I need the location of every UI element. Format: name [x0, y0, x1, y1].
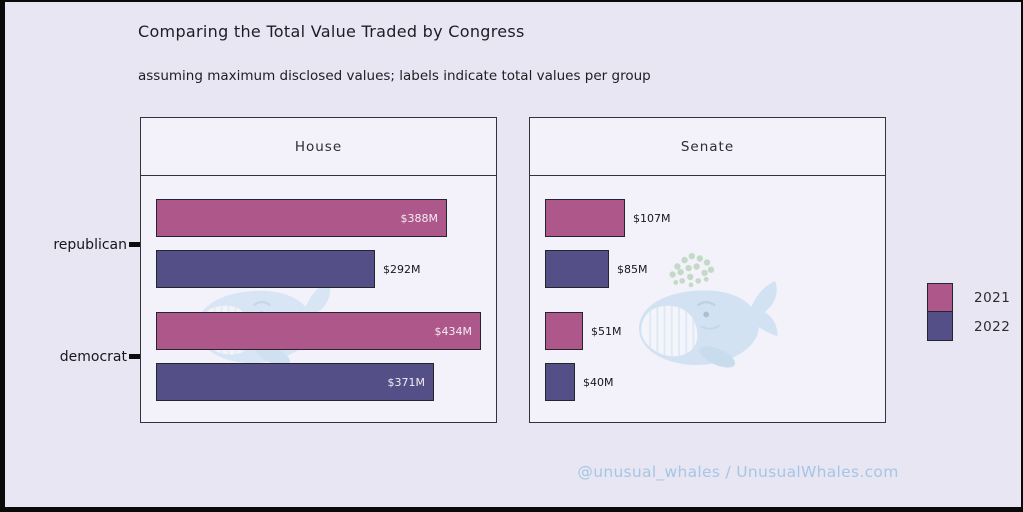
- bar-senate-republican-2022: $85M: [545, 250, 648, 288]
- bar-value-label: $40M: [583, 375, 614, 389]
- bar-value-label: $51M: [591, 324, 622, 338]
- legend-entry-2022: 2022: [927, 312, 1010, 341]
- y-tick-democrat: [129, 354, 143, 359]
- legend-entry-2021: 2021: [927, 283, 1010, 312]
- bar-senate-democrat-2021: $51M: [545, 312, 622, 350]
- attribution-text: @unusual_whales / UnusualWhales.com: [577, 463, 899, 481]
- chart-subtitle: assuming maximum disclosed values; label…: [138, 68, 651, 84]
- y-axis-label-democrat: democrat: [59, 349, 127, 365]
- legend-label-2021: 2021: [974, 289, 1011, 306]
- facet-panel-senate: Senate $107M $85M $51M $40M: [529, 117, 886, 423]
- bar-value-label: $371M: [387, 375, 426, 389]
- bar-value-label: $107M: [633, 211, 671, 225]
- bar-senate-republican-2021: $107M: [545, 199, 671, 237]
- legend-swatch-2021: [927, 283, 953, 312]
- facet-title-senate: Senate: [530, 118, 885, 176]
- facet-title-house: House: [141, 118, 496, 176]
- legend-swatch-2022: [927, 312, 953, 341]
- bar-senate-democrat-2022: $40M: [545, 363, 614, 401]
- bar-house-republican-2022: $292M: [156, 250, 421, 288]
- y-tick-republican: [129, 242, 143, 247]
- bar-value-label: $292M: [383, 262, 421, 276]
- bar-house-democrat-2022: $371M: [156, 363, 434, 401]
- y-axis-label-republican: republican: [53, 237, 127, 253]
- bar-value-label: $85M: [617, 262, 648, 276]
- legend: 2021 2022: [927, 283, 1010, 341]
- facet-panel-house: House $388M $292M $434M $371M: [140, 117, 497, 423]
- bar-house-republican-2021: $388M: [156, 199, 447, 237]
- bar-group-house: $388M $292M $434M $371M: [141, 176, 496, 422]
- bar-house-democrat-2021: $434M: [156, 312, 481, 350]
- bar-group-senate: $107M $85M $51M $40M: [530, 176, 885, 422]
- bar-value-label: $388M: [400, 211, 439, 225]
- chart-title: Comparing the Total Value Traded by Cong…: [138, 22, 525, 41]
- bar-value-label: $434M: [434, 324, 473, 338]
- legend-label-2022: 2022: [974, 318, 1011, 335]
